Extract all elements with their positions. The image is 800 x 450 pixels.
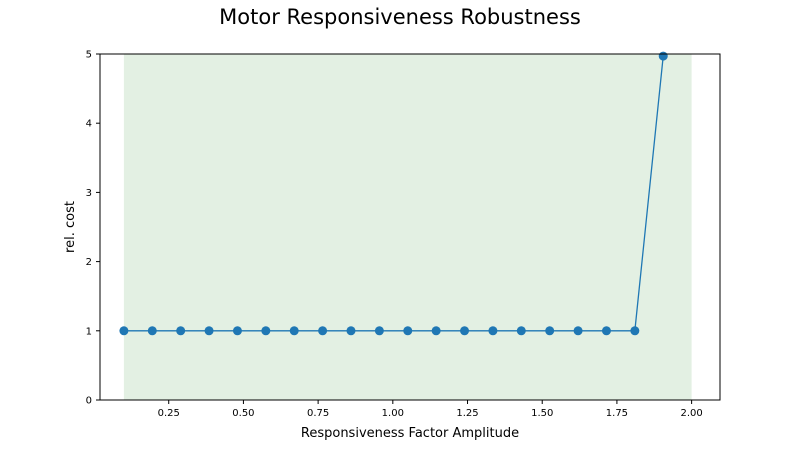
y-tick-label: 2 (86, 257, 92, 268)
data-point (289, 326, 299, 336)
data-point (403, 326, 413, 336)
y-axis: 0 1 2 3 4 5 (86, 50, 100, 407)
x-tick-label: 2.00 (680, 408, 702, 419)
shaded-region (123, 54, 692, 400)
y-tick-label: 3 (86, 188, 92, 199)
data-point (545, 326, 555, 336)
data-point (261, 326, 271, 336)
data-point (460, 326, 470, 336)
data-point (232, 326, 242, 336)
data-point (630, 326, 640, 336)
data-point (516, 326, 526, 336)
data-point (431, 326, 441, 336)
plot-frame (99, 53, 721, 401)
x-tick-label: 1.50 (531, 408, 553, 419)
data-point (374, 326, 384, 336)
x-tick-label: 1.00 (382, 408, 404, 419)
x-tick-label: 0.50 (232, 408, 254, 419)
x-tick-label: 0.75 (307, 408, 329, 419)
data-point (147, 326, 157, 336)
chart-title: Motor Responsiveness Robustness (219, 5, 581, 29)
data-point (119, 326, 129, 336)
y-tick-label: 1 (86, 326, 92, 337)
data-point (346, 326, 356, 336)
x-axis-label: Responsiveness Factor Amplitude (301, 426, 519, 441)
x-tick-label: 1.75 (606, 408, 628, 419)
data-point (573, 326, 583, 336)
data-point (488, 326, 498, 336)
data-point (601, 326, 611, 336)
x-tick-label: 1.25 (456, 408, 478, 419)
x-tick-label: 0.25 (158, 408, 180, 419)
data-point (204, 326, 214, 336)
y-axis-label: rel. cost (63, 201, 78, 253)
y-tick-label: 0 (86, 396, 92, 407)
x-axis: 0.25 0.50 0.75 1.00 1.25 1.50 1.75 2.00 (158, 400, 703, 419)
y-tick-label: 5 (86, 50, 92, 61)
y-tick-label: 4 (86, 119, 92, 130)
data-point (318, 326, 328, 336)
series-layer (119, 51, 668, 336)
data-point (176, 326, 186, 336)
data-point (658, 51, 668, 61)
series-line (123, 56, 664, 332)
